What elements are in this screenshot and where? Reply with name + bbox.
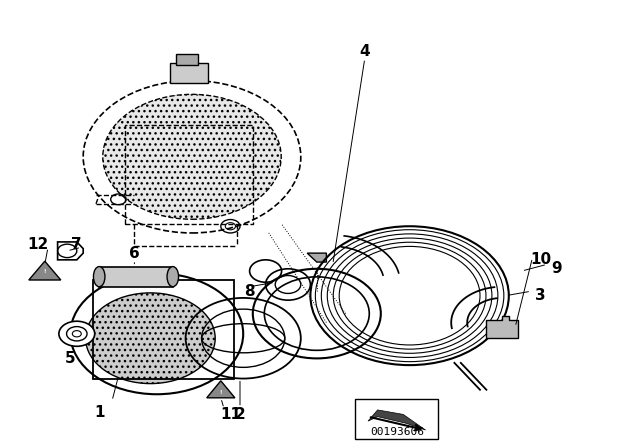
Circle shape [59, 321, 95, 346]
Text: 4: 4 [360, 44, 370, 59]
Polygon shape [307, 253, 326, 262]
Circle shape [86, 293, 215, 383]
Text: 6: 6 [129, 246, 140, 261]
Text: 12: 12 [28, 237, 49, 252]
Text: 2: 2 [235, 407, 245, 422]
Text: 5: 5 [65, 351, 76, 366]
Polygon shape [29, 261, 61, 280]
FancyBboxPatch shape [176, 54, 198, 65]
Circle shape [103, 95, 281, 219]
Polygon shape [170, 63, 208, 83]
Text: 11: 11 [220, 407, 241, 422]
Text: 9: 9 [552, 261, 562, 276]
FancyBboxPatch shape [99, 267, 173, 287]
Polygon shape [58, 242, 83, 260]
Circle shape [70, 273, 243, 394]
Polygon shape [207, 381, 235, 398]
Text: 1: 1 [94, 405, 104, 420]
Text: !: ! [220, 389, 222, 395]
Text: 7: 7 [72, 237, 82, 252]
Ellipse shape [167, 267, 179, 287]
Text: 00193606: 00193606 [370, 427, 424, 437]
Ellipse shape [93, 267, 105, 287]
Text: 10: 10 [530, 252, 552, 267]
Text: !: ! [44, 269, 46, 275]
Polygon shape [486, 316, 518, 338]
Text: 3: 3 [536, 288, 546, 303]
Polygon shape [368, 410, 426, 430]
Text: 8: 8 [244, 284, 255, 299]
